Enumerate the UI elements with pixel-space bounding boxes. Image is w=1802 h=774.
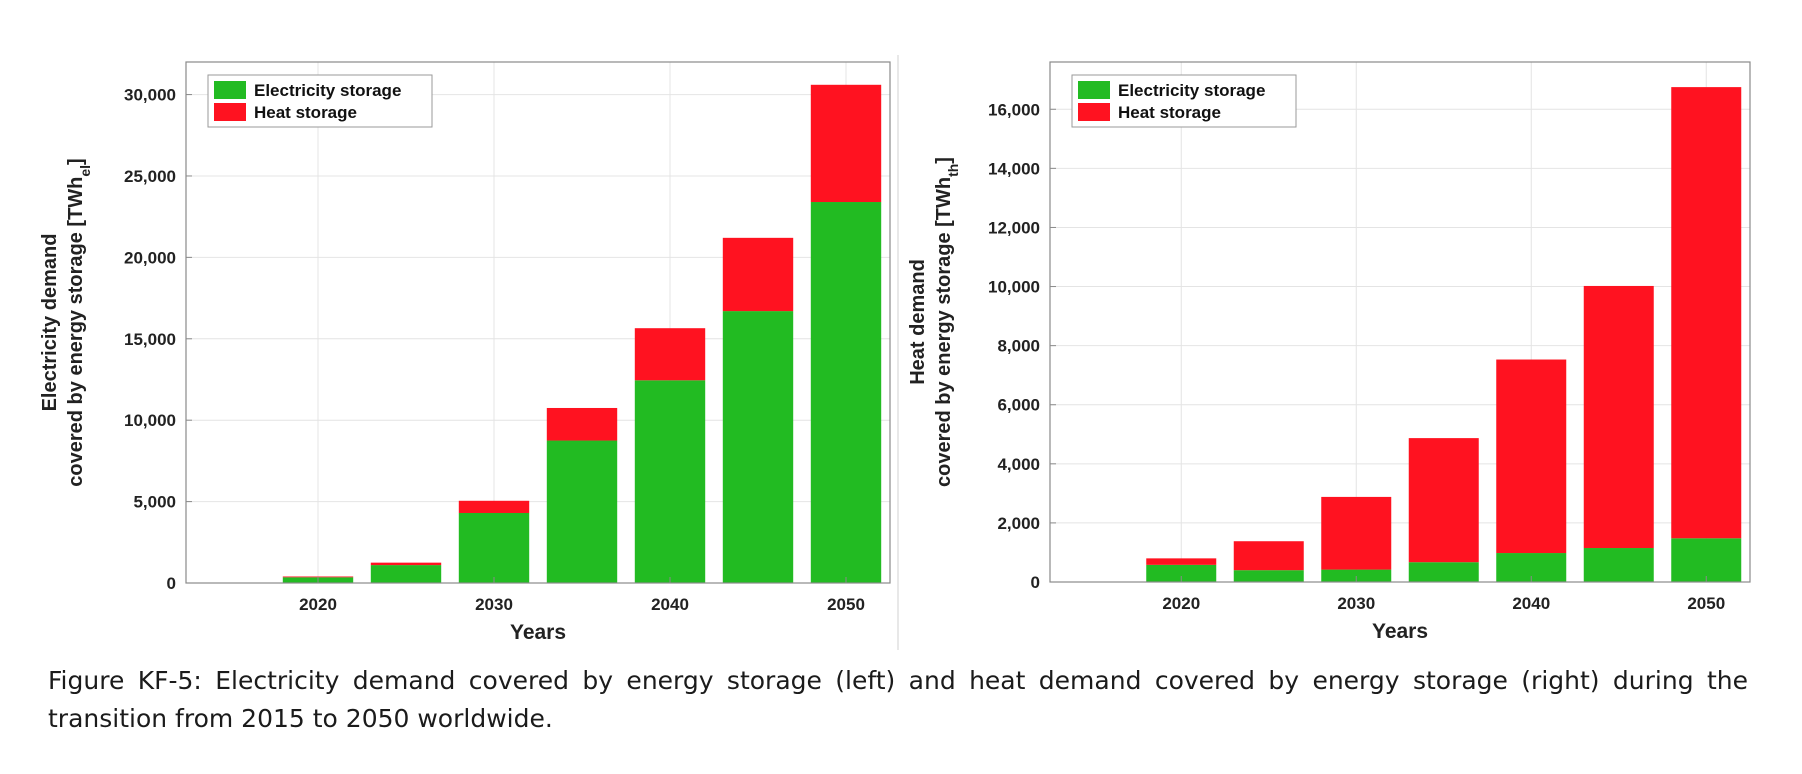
chart1-electricity-storage-bar-2025 bbox=[1233, 570, 1304, 582]
chart1-axes-frame bbox=[1049, 61, 1751, 583]
chart1-y-axis-label-main: covered by energy storage [TWh bbox=[933, 177, 955, 487]
chart0-y-tick-label: 20,000 bbox=[124, 248, 176, 267]
chart1-legend-swatch-1 bbox=[1078, 103, 1110, 121]
chart0-axes-frame bbox=[185, 61, 891, 584]
chart0-x-axis-label: Years bbox=[510, 621, 566, 644]
chart1-electricity-storage-bar-2050 bbox=[1671, 538, 1742, 582]
chart1-x-tick-label: 2050 bbox=[1687, 594, 1725, 613]
chart1-y-tick-label: 6,000 bbox=[997, 396, 1040, 415]
figure-caption: Figure KF-5: Electricity demand covered … bbox=[48, 666, 1748, 733]
chart0-y-tick-label: 25,000 bbox=[124, 167, 176, 186]
chart1-x-tick-label: 2020 bbox=[1162, 594, 1200, 613]
chart0-electricity-storage-bar-2045 bbox=[722, 311, 794, 583]
chart0-legend-swatch-1 bbox=[214, 103, 246, 121]
chart0-y-axis-label-close: ] bbox=[65, 158, 87, 165]
chart1-y-axis-label-line2: covered by energy storage [TWhth] bbox=[933, 157, 961, 487]
chart1-electricity-storage-bar-2045 bbox=[1583, 548, 1654, 582]
chart1-heat-storage-bar-2050 bbox=[1671, 87, 1742, 539]
chart1-x-tick-label: 2040 bbox=[1512, 594, 1550, 613]
chart1-y-tick-label: 14,000 bbox=[988, 159, 1040, 178]
chart0-y-tick-label: 0 bbox=[167, 574, 176, 593]
chart0-y-axis-label-line1: Electricity demand bbox=[39, 234, 61, 412]
chart1-electricity-storage-bar-2020 bbox=[1146, 564, 1217, 582]
chart0-y-tick-label: 5,000 bbox=[133, 493, 176, 512]
chart0-heat-storage-bar-2025 bbox=[370, 562, 442, 566]
heat-demand-chart: 0 2,000 4,000 6,000 8,000 10,000 12,000 14,000 1… bbox=[907, 61, 1751, 643]
chart1-heat-storage-bar-2035 bbox=[1408, 438, 1479, 563]
chart1-heat-storage-bar-2025 bbox=[1233, 541, 1304, 571]
chart1-electricity-storage-bar-2030 bbox=[1321, 569, 1392, 582]
chart0-heat-storage-bar-2050 bbox=[810, 84, 882, 203]
chart0-y-axis-label-main: covered by energy storage [TWh bbox=[65, 177, 87, 487]
chart1-heat-storage-bar-2040 bbox=[1496, 359, 1567, 554]
chart1-legend-label-1: Heat storage bbox=[1118, 103, 1221, 122]
chart0-heat-storage-bar-2020 bbox=[282, 576, 354, 578]
chart1-heat-storage-bar-2030 bbox=[1321, 496, 1392, 570]
chart1-heat-storage-bar-2045 bbox=[1583, 285, 1654, 549]
chart1-y-tick-label: 12,000 bbox=[988, 218, 1040, 237]
chart0-x-tick-label: 2030 bbox=[475, 595, 513, 614]
figure-charts: 0 5,000 10,000 15,000 20,000 25,000 30,000 2020… bbox=[39, 55, 1751, 650]
chart1-y-tick-label: 0 bbox=[1031, 573, 1040, 592]
chart0-x-tick-label: 2040 bbox=[651, 595, 689, 614]
chart1-y-tick-label: 8,000 bbox=[997, 337, 1040, 356]
chart0-y-tick-label: 10,000 bbox=[124, 411, 176, 430]
chart0-electricity-storage-bar-2050 bbox=[810, 202, 882, 584]
chart0-heat-storage-bar-2035 bbox=[546, 407, 618, 441]
chart1-electricity-storage-bar-2035 bbox=[1408, 562, 1479, 582]
chart1-y-axis-label-line1: Heat demand bbox=[907, 259, 929, 385]
chart1-y-tick-label: 2,000 bbox=[997, 514, 1040, 533]
chart1-x-axis-label: Years bbox=[1372, 620, 1428, 643]
chart1-legend-label-0: Electricity storage bbox=[1118, 81, 1265, 100]
electricity-demand-chart: 0 5,000 10,000 15,000 20,000 25,000 30,000 2020… bbox=[39, 61, 891, 644]
chart1-heat-storage-bar-2020 bbox=[1146, 558, 1217, 565]
chart0-legend-label-0: Electricity storage bbox=[254, 81, 401, 100]
chart0-heat-storage-bar-2030 bbox=[458, 500, 530, 513]
chart0-y-axis-label-subscript: el bbox=[77, 165, 93, 177]
chart1-y-tick-label: 16,000 bbox=[988, 100, 1040, 119]
chart0-electricity-storage-bar-2025 bbox=[370, 565, 442, 583]
chart1-y-tick-label: 10,000 bbox=[988, 278, 1040, 297]
chart0-electricity-storage-bar-2030 bbox=[458, 512, 530, 583]
chart0-electricity-storage-bar-2035 bbox=[546, 440, 618, 583]
chart0-x-tick-label: 2020 bbox=[299, 595, 337, 614]
chart0-legend-swatch-0 bbox=[214, 81, 246, 99]
chart0-y-tick-label: 15,000 bbox=[124, 330, 176, 349]
chart1-y-axis-label-subscript: th bbox=[945, 164, 961, 177]
chart1-x-tick-label: 2030 bbox=[1337, 594, 1375, 613]
chart0-heat-storage-bar-2045 bbox=[722, 237, 794, 312]
chart1-legend-swatch-0 bbox=[1078, 81, 1110, 99]
chart1-y-tick-label: 4,000 bbox=[997, 455, 1040, 474]
chart0-y-tick-label: 30,000 bbox=[124, 86, 176, 105]
chart1-y-axis-label-close: ] bbox=[933, 157, 955, 164]
chart0-heat-storage-bar-2040 bbox=[634, 328, 706, 381]
chart0-x-tick-label: 2050 bbox=[827, 595, 865, 614]
chart0-legend-label-1: Heat storage bbox=[254, 103, 357, 122]
chart0-y-axis-label-line2: covered by energy storage [TWhel] bbox=[65, 158, 93, 486]
chart0-electricity-storage-bar-2040 bbox=[634, 380, 706, 583]
